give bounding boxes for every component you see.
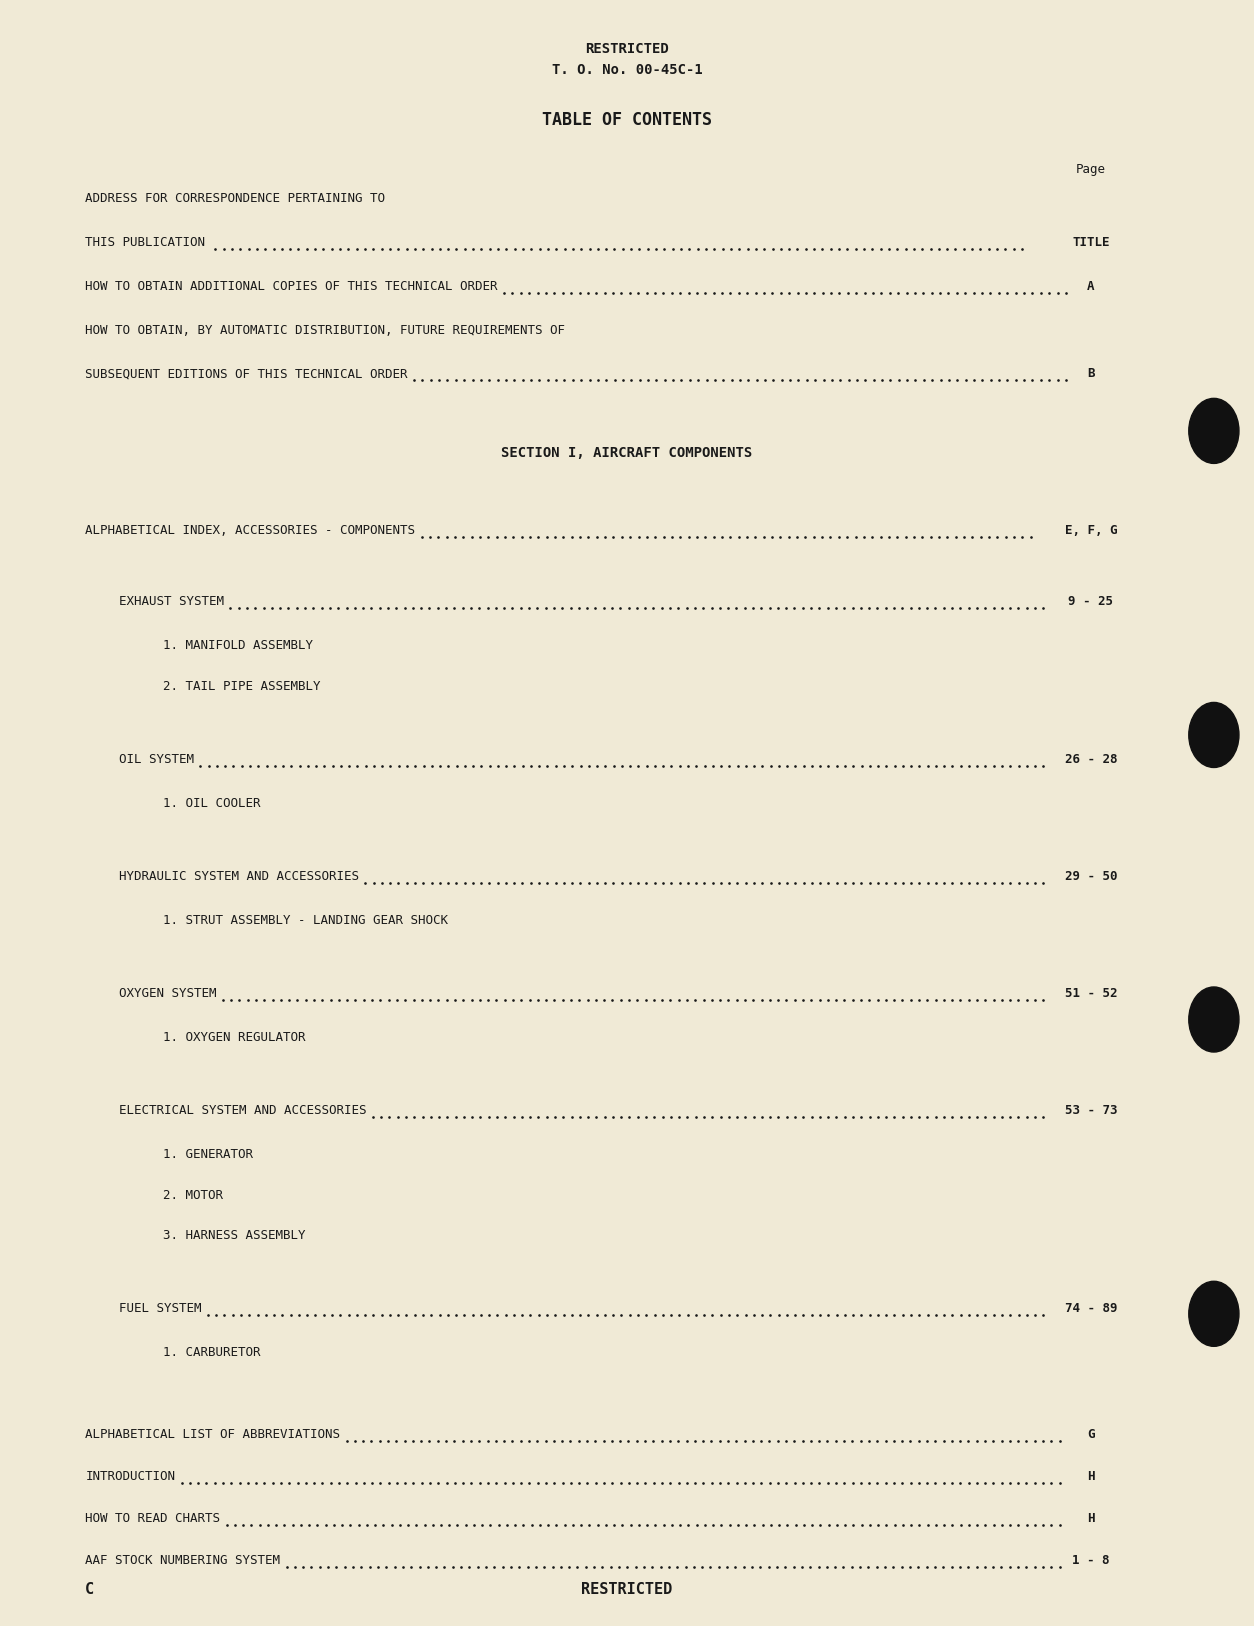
Text: THIS PUBLICATION: THIS PUBLICATION — [85, 236, 206, 249]
Text: HYDRAULIC SYSTEM AND ACCESSORIES: HYDRAULIC SYSTEM AND ACCESSORIES — [119, 870, 359, 883]
Text: Page: Page — [1076, 163, 1106, 176]
Text: 1. GENERATOR: 1. GENERATOR — [163, 1148, 253, 1161]
Circle shape — [1189, 1281, 1239, 1346]
Text: 9 - 25: 9 - 25 — [1068, 595, 1114, 608]
Text: 2. MOTOR: 2. MOTOR — [163, 1189, 223, 1202]
Text: H: H — [1087, 1470, 1095, 1483]
Text: 53 - 73: 53 - 73 — [1065, 1104, 1117, 1117]
Text: 51 - 52: 51 - 52 — [1065, 987, 1117, 1000]
Text: RESTRICTED: RESTRICTED — [582, 1582, 672, 1597]
Text: ELECTRICAL SYSTEM AND ACCESSORIES: ELECTRICAL SYSTEM AND ACCESSORIES — [119, 1104, 366, 1117]
Text: TITLE: TITLE — [1072, 236, 1110, 249]
Text: 1. STRUT ASSEMBLY - LANDING GEAR SHOCK: 1. STRUT ASSEMBLY - LANDING GEAR SHOCK — [163, 914, 448, 927]
Text: 1. CARBURETOR: 1. CARBURETOR — [163, 1346, 261, 1359]
Text: HOW TO READ CHARTS: HOW TO READ CHARTS — [85, 1512, 221, 1525]
Circle shape — [1189, 702, 1239, 767]
Text: 1 - 8: 1 - 8 — [1072, 1554, 1110, 1567]
Text: B: B — [1087, 367, 1095, 380]
Text: G: G — [1087, 1428, 1095, 1441]
Text: ALPHABETICAL INDEX, ACCESSORIES - COMPONENTS: ALPHABETICAL INDEX, ACCESSORIES - COMPON… — [85, 524, 415, 537]
Text: SECTION I, AIRCRAFT COMPONENTS: SECTION I, AIRCRAFT COMPONENTS — [502, 446, 752, 460]
Text: C: C — [85, 1582, 94, 1597]
Text: 1. MANIFOLD ASSEMBLY: 1. MANIFOLD ASSEMBLY — [163, 639, 314, 652]
Text: RESTRICTED: RESTRICTED — [586, 42, 668, 57]
Text: AAF STOCK NUMBERING SYSTEM: AAF STOCK NUMBERING SYSTEM — [85, 1554, 281, 1567]
Text: TABLE OF CONTENTS: TABLE OF CONTENTS — [542, 111, 712, 128]
Text: 29 - 50: 29 - 50 — [1065, 870, 1117, 883]
Text: A: A — [1087, 280, 1095, 293]
Text: EXHAUST SYSTEM: EXHAUST SYSTEM — [119, 595, 224, 608]
Text: SUBSEQUENT EDITIONS OF THIS TECHNICAL ORDER: SUBSEQUENT EDITIONS OF THIS TECHNICAL OR… — [85, 367, 408, 380]
Text: OXYGEN SYSTEM: OXYGEN SYSTEM — [119, 987, 217, 1000]
Circle shape — [1189, 987, 1239, 1052]
Text: HOW TO OBTAIN ADDITIONAL COPIES OF THIS TECHNICAL ORDER: HOW TO OBTAIN ADDITIONAL COPIES OF THIS … — [85, 280, 498, 293]
Text: T. O. No. 00-45C-1: T. O. No. 00-45C-1 — [552, 63, 702, 78]
Text: OIL SYSTEM: OIL SYSTEM — [119, 753, 194, 766]
Text: ADDRESS FOR CORRESPONDENCE PERTAINING TO: ADDRESS FOR CORRESPONDENCE PERTAINING TO — [85, 192, 385, 205]
Text: 3. HARNESS ASSEMBLY: 3. HARNESS ASSEMBLY — [163, 1229, 306, 1242]
Text: 74 - 89: 74 - 89 — [1065, 1302, 1117, 1315]
Text: 26 - 28: 26 - 28 — [1065, 753, 1117, 766]
Text: FUEL SYSTEM: FUEL SYSTEM — [119, 1302, 202, 1315]
Text: 1. OIL COOLER: 1. OIL COOLER — [163, 797, 261, 810]
Text: ALPHABETICAL LIST OF ABBREVIATIONS: ALPHABETICAL LIST OF ABBREVIATIONS — [85, 1428, 340, 1441]
Text: E, F, G: E, F, G — [1065, 524, 1117, 537]
Text: INTRODUCTION: INTRODUCTION — [85, 1470, 176, 1483]
Text: H: H — [1087, 1512, 1095, 1525]
Text: HOW TO OBTAIN, BY AUTOMATIC DISTRIBUTION, FUTURE REQUIREMENTS OF: HOW TO OBTAIN, BY AUTOMATIC DISTRIBUTION… — [85, 324, 566, 337]
Text: 2. TAIL PIPE ASSEMBLY: 2. TAIL PIPE ASSEMBLY — [163, 680, 321, 693]
Circle shape — [1189, 398, 1239, 463]
Text: 1. OXYGEN REGULATOR: 1. OXYGEN REGULATOR — [163, 1031, 306, 1044]
